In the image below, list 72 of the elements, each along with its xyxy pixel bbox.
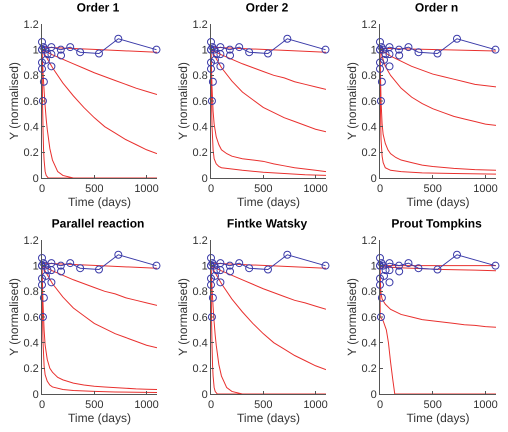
y-tick-label: 0.2 (362, 363, 377, 376)
y-tick-label: 0.6 (362, 96, 377, 108)
y-tick-label: 0 (32, 388, 39, 401)
x-axis-title: Time (days) (237, 411, 300, 426)
y-tick-label: 0.4 (362, 338, 377, 350)
y-tick-label: 0.4 (24, 122, 39, 134)
x-tick-label: 1000 (473, 183, 498, 196)
y-tick-label: 0.6 (24, 312, 39, 324)
x-tick-label: 500 (254, 183, 272, 196)
y-tick-label: 0.6 (192, 96, 208, 108)
y-tick-label: 0.8 (192, 286, 208, 298)
y-axis-title: Y (normalised) (176, 278, 190, 356)
y-tick-label: 0 (202, 388, 208, 401)
y-tick-label: 1.2 (362, 18, 377, 31)
y-tick-label: 0.8 (362, 286, 377, 298)
x-tick-label: 1000 (303, 183, 328, 196)
chart-title: Parallel reaction (52, 216, 144, 231)
y-tick-label: 0.4 (362, 122, 377, 134)
x-tick-label: 1000 (134, 183, 159, 196)
y-tick-label: 0 (370, 388, 377, 401)
y-tick-label: 0.4 (192, 338, 208, 350)
x-tick-label: 1000 (473, 399, 498, 412)
y-tick-label: 0.4 (24, 338, 39, 350)
y-tick-label: 0.4 (192, 122, 208, 134)
y-tick-label: 1.2 (192, 234, 208, 247)
x-axis-title: Time (days) (406, 195, 470, 210)
chart-title: Fintke Watsky (226, 216, 308, 231)
y-tick-label: 0 (32, 172, 39, 185)
y-tick-label: 1 (202, 260, 208, 273)
y-tick-label: 1 (202, 44, 208, 57)
x-axis-title: Time (days) (68, 411, 131, 426)
chart-title: Prout Tompkins (391, 216, 482, 231)
y-tick-label: 0.6 (192, 312, 208, 324)
y-tick-label: 0.8 (24, 286, 39, 298)
y-tick-label: 1 (370, 260, 377, 273)
y-tick-label: 1 (32, 44, 39, 57)
x-axis-title: Time (days) (68, 195, 131, 210)
x-tick-label: 500 (254, 399, 272, 412)
x-tick-label: 1000 (134, 399, 159, 412)
x-tick-label: 500 (85, 399, 104, 412)
x-tick-label: 1000 (303, 399, 328, 412)
y-tick-label: 0.2 (362, 147, 377, 160)
y-axis-title: Y (normalised) (344, 278, 359, 356)
x-tick-label: 500 (85, 183, 104, 196)
y-tick-label: 1.2 (24, 18, 39, 31)
y-tick-label: 0.2 (192, 147, 208, 160)
x-tick-label: 500 (424, 183, 442, 196)
y-tick-label: 0 (202, 172, 208, 185)
y-axis-title: Y (normalised) (344, 62, 359, 140)
y-axis-title: Y (normalised) (6, 278, 21, 356)
y-tick-label: 0.6 (362, 312, 377, 324)
y-tick-label: 0.8 (24, 70, 39, 82)
y-tick-label: 0.2 (24, 147, 39, 160)
y-axis-title: Y (normalised) (176, 62, 190, 140)
y-tick-label: 0.8 (192, 70, 208, 82)
y-tick-label: 0 (370, 172, 377, 185)
chart-title: Order 1 (76, 0, 120, 15)
y-tick-label: 0.2 (192, 363, 208, 376)
y-axis-title: Y (normalised) (6, 62, 21, 140)
x-axis-title: Time (days) (237, 195, 300, 210)
y-tick-label: 1.2 (362, 234, 377, 247)
y-tick-label: 0.8 (362, 70, 377, 82)
y-tick-label: 1 (370, 44, 377, 57)
chart-title: Order 2 (246, 0, 289, 15)
y-tick-label: 0.6 (24, 96, 39, 108)
x-axis-title: Time (days) (406, 411, 470, 426)
y-tick-label: 1 (32, 260, 39, 273)
y-tick-label: 1.2 (24, 234, 39, 247)
x-tick-label: 500 (424, 399, 442, 412)
y-tick-label: 1.2 (192, 18, 208, 31)
y-tick-label: 0.2 (24, 363, 39, 376)
chart-title: Order n (414, 0, 458, 15)
